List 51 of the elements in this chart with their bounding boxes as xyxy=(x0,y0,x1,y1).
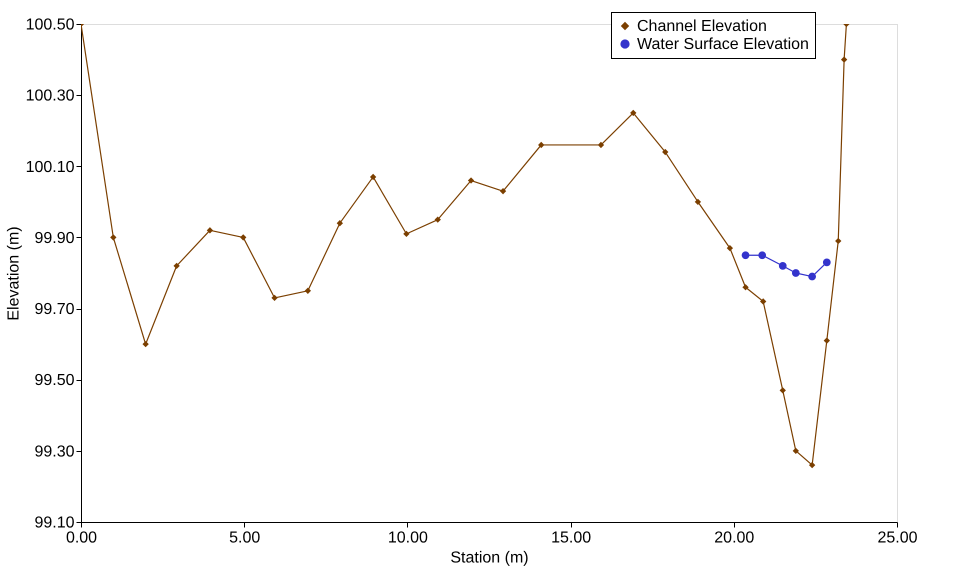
legend-label: Channel Elevation xyxy=(637,18,767,35)
legend-label: Water Surface Elevation xyxy=(637,36,809,53)
y-tick-label: 99.70 xyxy=(34,301,75,318)
point xyxy=(304,288,312,294)
point xyxy=(780,387,786,394)
x-tick-label: 10.00 xyxy=(388,530,428,546)
point xyxy=(598,142,604,148)
x-tick-label: 5.00 xyxy=(229,530,260,546)
point xyxy=(808,462,816,468)
y-tick-label: 99.30 xyxy=(34,443,75,460)
point xyxy=(206,227,214,234)
point xyxy=(822,258,831,266)
point xyxy=(808,272,816,280)
point xyxy=(434,216,441,223)
y-tick-label: 99.10 xyxy=(34,514,75,532)
point xyxy=(778,262,787,270)
point xyxy=(758,251,766,260)
point xyxy=(142,340,149,348)
point xyxy=(694,198,702,206)
point xyxy=(792,448,799,454)
point xyxy=(173,262,180,270)
y-tick-label: 100.10 xyxy=(26,158,75,176)
y-axis-title: Elevation (m) xyxy=(6,226,23,321)
x-tick-label: 25.00 xyxy=(877,530,918,546)
y-tick-label: 100.50 xyxy=(26,16,75,34)
point xyxy=(760,298,766,305)
point xyxy=(500,188,506,194)
point xyxy=(630,110,636,116)
y-tick-label: 99.90 xyxy=(34,230,75,247)
point xyxy=(110,234,116,241)
y-tick-label: 100.30 xyxy=(26,88,75,105)
point xyxy=(403,230,410,238)
point xyxy=(240,234,246,241)
point xyxy=(468,177,474,184)
point xyxy=(840,56,848,63)
x-tick-label: 0.00 xyxy=(66,530,98,546)
point xyxy=(824,337,830,344)
x-tick-label: 20.00 xyxy=(714,530,754,546)
point xyxy=(662,148,668,156)
point xyxy=(370,174,376,180)
point xyxy=(792,269,800,277)
point xyxy=(271,294,278,302)
point xyxy=(835,238,842,244)
point xyxy=(742,251,750,260)
point xyxy=(538,142,544,148)
point xyxy=(726,244,734,252)
x-tick-label: 15.00 xyxy=(551,530,592,546)
point xyxy=(742,284,749,290)
y-tick-label: 99.50 xyxy=(34,372,75,390)
x-axis-title: Station (m) xyxy=(450,550,529,566)
point xyxy=(336,220,343,226)
